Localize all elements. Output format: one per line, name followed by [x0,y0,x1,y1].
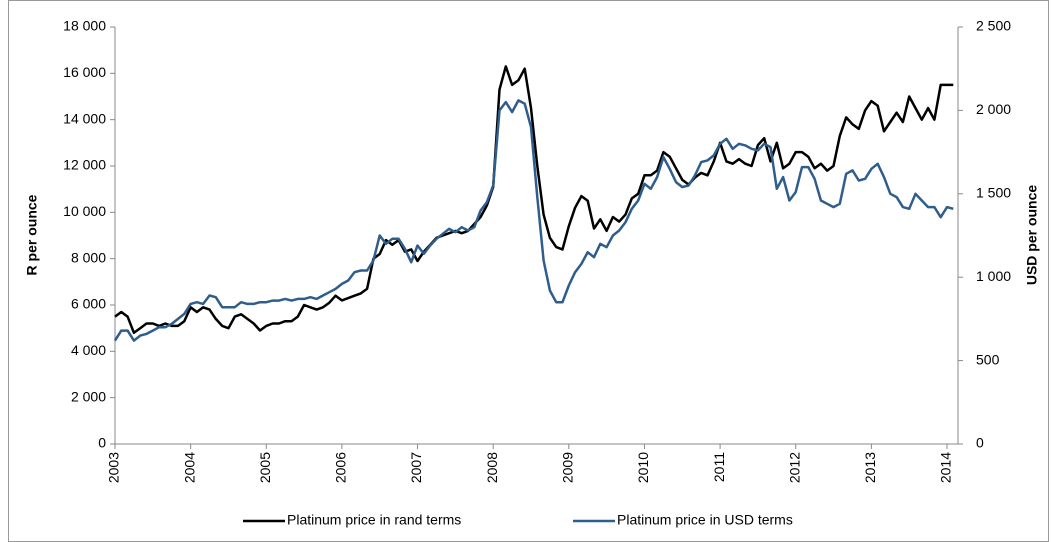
y-axis-label: R per ounce [24,194,40,275]
y-tick-label: 18 000 [63,18,106,34]
y2-tick-label: 2 000 [976,101,1011,117]
y-tick-label: 10 000 [63,203,106,219]
y2-tick-label: 0 [976,435,984,451]
y-tick-label: 4 000 [71,342,106,358]
x-tick-label: 2008 [484,452,500,483]
x-tick-label: 2013 [862,452,878,483]
y-tick-label: 0 [98,435,106,451]
legend-label: Platinum price in rand terms [287,512,461,528]
series-line [113,99,954,342]
y-tick-label: 16 000 [63,64,106,80]
x-tick-label: 2003 [106,452,122,483]
y2-axis-label: USD per ounce [1024,185,1040,286]
y-tick-label: 2 000 [71,388,106,404]
x-tick-label: 2010 [635,452,651,483]
series-line [114,65,954,335]
x-tick-label: 2007 [408,452,424,483]
y-tick-label: 8 000 [71,249,106,265]
x-tick-label: 2005 [257,452,273,483]
y2-tick-label: 500 [976,351,1000,367]
y2-tick-label: 2 500 [976,18,1011,34]
y-tick-label: 6 000 [71,296,106,312]
y-tick-label: 14 000 [63,110,106,126]
y2-tick-label: 1 500 [976,185,1011,201]
y2-tick-label: 1 000 [976,268,1011,284]
y-tick-label: 12 000 [63,157,106,173]
x-tick-label: 2006 [333,452,349,483]
x-tick-label: 2014 [938,452,954,483]
x-tick-label: 2009 [560,452,576,483]
chart-frame [8,0,1049,542]
x-tick-label: 2011 [711,452,727,482]
legend-label: Platinum price in USD terms [617,512,793,528]
x-tick-label: 2012 [786,452,802,483]
x-tick-label: 2004 [181,452,197,483]
